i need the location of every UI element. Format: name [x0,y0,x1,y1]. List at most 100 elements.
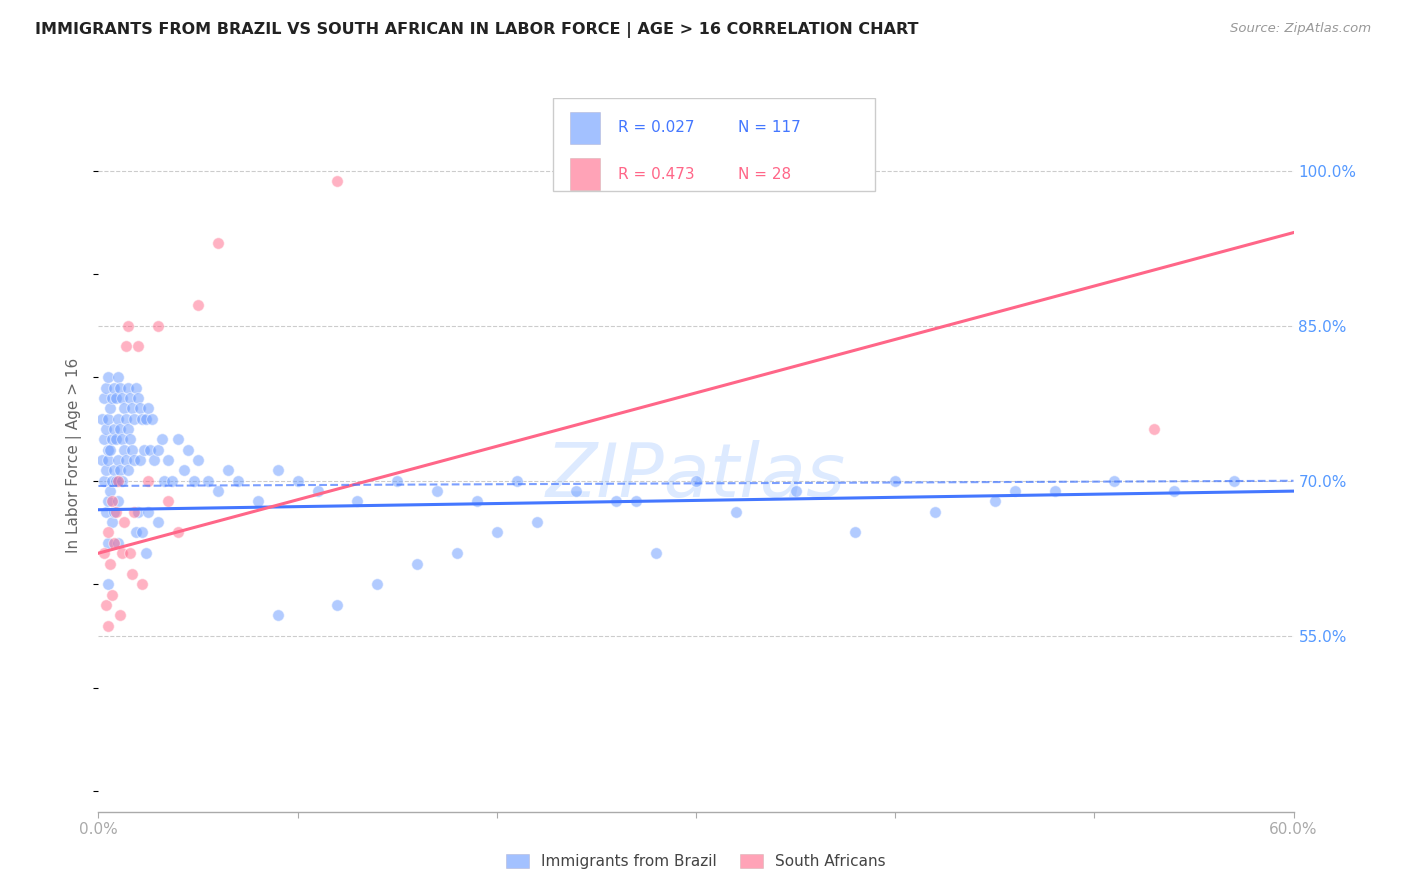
Bar [553,98,875,191]
Point [107,474,129,488]
Point [127,505,149,519]
Point [446,546,468,560]
Point [117,318,139,333]
Point [136,474,159,488]
Point [103,536,125,550]
Point [107,453,129,467]
Text: R = 0.473: R = 0.473 [619,167,695,182]
Point [96,598,118,612]
Point [111,433,134,447]
Point [426,484,449,499]
Point [93,474,115,488]
Point [121,442,143,457]
Point [97,618,120,632]
Point [91,453,114,467]
Point [844,525,866,540]
Text: IMMIGRANTS FROM BRAZIL VS SOUTH AFRICAN IN LABOR FORCE | AGE > 16 CORRELATION CH: IMMIGRANTS FROM BRAZIL VS SOUTH AFRICAN … [35,22,918,38]
Point [110,422,132,436]
Point [143,453,166,467]
Y-axis label: In Labor Force | Age > 16: In Labor Force | Age > 16 [66,358,83,552]
Point [129,401,152,416]
Point [100,484,122,499]
Point [93,546,115,560]
Point [127,339,149,353]
Text: N = 28: N = 28 [738,167,792,182]
Point [97,442,120,457]
Point [124,453,146,467]
Point [287,474,309,488]
Point [187,453,209,467]
Point [167,525,190,540]
Point [105,433,128,447]
Point [112,442,135,457]
Point [117,463,139,477]
Point [326,598,349,612]
Point [267,608,290,623]
Point [129,453,152,467]
Point [97,525,120,540]
Point [103,422,125,436]
Bar [571,112,600,144]
Point [148,442,170,457]
Point [105,505,128,519]
Point [153,474,176,488]
Point [160,474,183,488]
Point [131,411,153,425]
Point [1143,422,1166,436]
Point [135,411,157,425]
Point [131,525,153,540]
Point [117,422,139,436]
Point [107,370,129,384]
Point [101,391,124,405]
Point [115,411,138,425]
Point [101,588,124,602]
Point [406,557,429,571]
Point [177,442,200,457]
Point [131,577,153,591]
Point [110,608,132,623]
Point [148,318,170,333]
Point [120,391,142,405]
Point [97,370,120,384]
Point [134,442,156,457]
Point [626,494,648,508]
Point [125,381,148,395]
Point [107,411,129,425]
Point [97,494,120,508]
Point [173,463,195,477]
Point [226,474,249,488]
Point [984,494,1007,508]
Point [141,411,163,425]
Point [93,433,115,447]
Bar [571,158,600,190]
Point [150,433,173,447]
Point [724,505,747,519]
Point [120,433,142,447]
Point [139,442,162,457]
Point [197,474,219,488]
Point [136,401,159,416]
Point [97,577,120,591]
Point [100,557,122,571]
Point [1004,484,1026,499]
Point [1043,484,1066,499]
Point [101,433,124,447]
Point [148,515,170,529]
Point [1222,474,1246,488]
Point [124,505,146,519]
Point [136,505,159,519]
Point [565,484,588,499]
Point [246,494,269,508]
Point [366,577,388,591]
Point [1163,484,1185,499]
Point [207,484,229,499]
Point [111,391,134,405]
Point [105,391,128,405]
Point [135,546,157,560]
Point [645,546,668,560]
Point [157,453,180,467]
Point [96,422,118,436]
Point [127,391,149,405]
Point [97,536,120,550]
Point [96,505,118,519]
